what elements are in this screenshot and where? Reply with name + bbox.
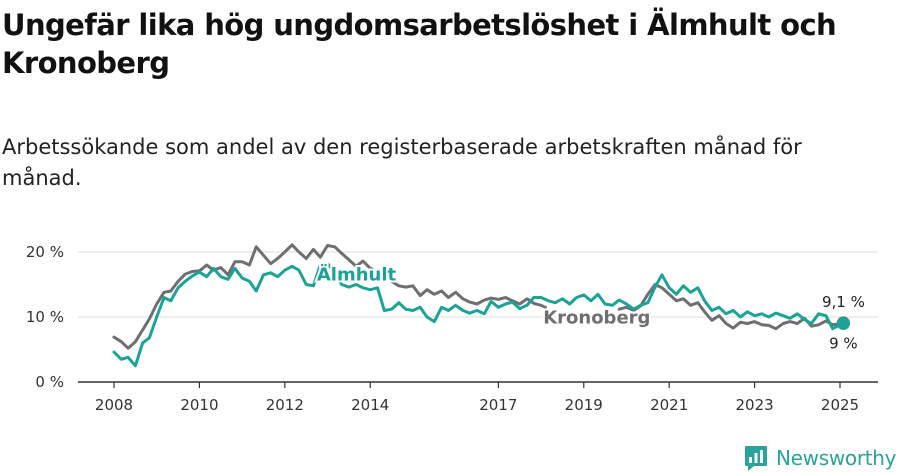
brand-logo: Newsworthy [744, 443, 897, 473]
x-tick-label: 2010 [180, 396, 218, 414]
y-axis-ticks: 0 % 10 % 20 % [26, 243, 64, 391]
x-tick-label: 2012 [266, 396, 304, 414]
series-label-kronoberg: Kronoberg [543, 308, 650, 329]
end-label-almhult: 9 % [829, 335, 858, 353]
x-tick-label: 2025 [821, 396, 859, 414]
series-label-almhult: Älmhult [317, 264, 397, 286]
x-tick-label: 2021 [650, 396, 688, 414]
x-tick-label: 2017 [479, 396, 517, 414]
series-line-kronoberg [112, 243, 547, 350]
x-tick-label: 2014 [351, 396, 389, 414]
end-marker-almhult [836, 317, 850, 330]
series-line-almhult [112, 262, 845, 368]
gridlines [78, 251, 878, 318]
series-lines [112, 243, 845, 368]
end-label-kronoberg: 9,1 % [822, 293, 865, 311]
brand-name: Newsworthy [776, 446, 897, 470]
page-title: Ungefär lika hög ungdomsarbetslöshet i Ä… [2, 8, 837, 80]
newsworthy-logo-icon [745, 446, 767, 471]
x-axis: 2008 2010 2012 2014 2017 2019 2021 2023 2025 [78, 381, 878, 414]
x-tick-label: 2023 [735, 396, 773, 414]
x-tick-label: 2019 [565, 396, 603, 414]
page-subtitle: Arbetssökande som andel av den registerb… [2, 135, 802, 190]
end-markers: 9,1 % 9 % [822, 293, 865, 353]
x-tick-label: 2008 [95, 396, 133, 414]
y-tick-label: 0 % [35, 373, 64, 391]
series-labels: Älmhult Kronoberg [315, 262, 653, 331]
y-tick-label: 10 % [26, 308, 64, 326]
y-tick-label: 20 % [26, 243, 64, 261]
